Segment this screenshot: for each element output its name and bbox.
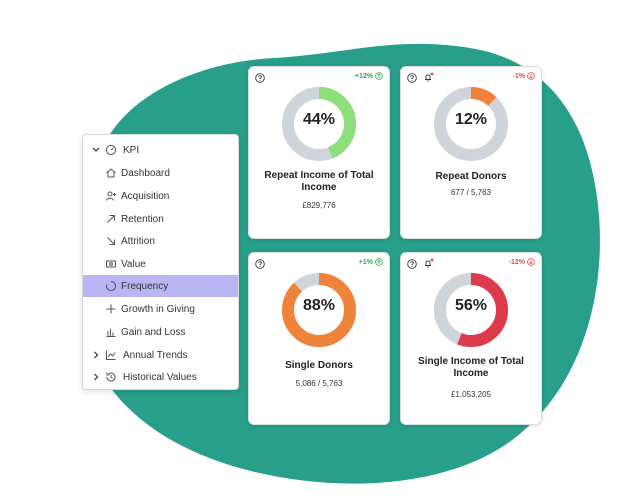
menu-item-growth-in-giving[interactable]: Growth in Giving (83, 298, 238, 320)
card-title: Repeat Income of Total Income (264, 170, 374, 193)
menu-item-retention[interactable]: Retention (83, 208, 238, 230)
line-chart-icon (106, 350, 116, 360)
kpi-navigation-menu: KPI Dashboard Acquisition Retention Attr… (82, 134, 239, 390)
menu-item-label: Frequency (121, 280, 169, 292)
user-add-icon (106, 191, 116, 201)
card-subtitle: £829,776 (302, 201, 336, 210)
menu-item-dashboard[interactable]: Dashboard (83, 162, 238, 184)
bell-alert-icon[interactable] (423, 71, 435, 83)
change-badge: -1% (512, 73, 525, 80)
menu-group-annual-trends[interactable]: Annual Trends (83, 344, 238, 366)
plus-icon (106, 304, 116, 314)
chevron-right-icon[interactable] (91, 371, 101, 383)
change-badge: +1% (358, 259, 373, 266)
menu-group-label: Historical Values (123, 371, 197, 383)
menu-item-label: Gain and Loss (121, 326, 186, 338)
menu-group-label: Annual Trends (123, 349, 188, 361)
arrow-down-circle-icon (527, 72, 535, 80)
gauge-icon (105, 144, 117, 156)
help-icon[interactable] (255, 259, 265, 269)
menu-item-gain-and-loss[interactable]: Gain and Loss (83, 321, 238, 343)
menu-item-label: Retention (121, 213, 164, 225)
change-badge: +12% (354, 73, 373, 80)
kpi-card-repeat-income: +12% 44% Repeat Income of Total Income £… (248, 66, 390, 239)
donut-chart (282, 87, 356, 161)
donut-value-arc (434, 87, 508, 161)
change-badge: -12% (508, 259, 525, 266)
kpi-card-repeat-donors: -1% 12% Repeat Donors 677 / 5,763 (400, 66, 542, 239)
loading-circle-icon (106, 280, 117, 291)
card-subtitle: 677 / 5,763 (450, 188, 492, 197)
arrow-down-right-icon (107, 237, 115, 245)
percent-value: 44% (302, 111, 336, 128)
donut-value-arc (282, 273, 356, 347)
card-title: Single Donors (285, 360, 353, 371)
bell-alert-icon[interactable] (423, 257, 435, 269)
donut-chart (434, 273, 508, 347)
card-subtitle: 5,086 / 5,763 (295, 379, 343, 388)
percent-value: 12% (454, 111, 488, 128)
arrow-down-circle-icon (527, 258, 535, 266)
arrow-up-circle-icon (375, 258, 383, 266)
home-icon (106, 168, 116, 178)
help-icon[interactable] (255, 73, 265, 83)
menu-item-value[interactable]: Value (83, 253, 238, 275)
chevron-down-icon[interactable] (91, 144, 101, 156)
card-title: Repeat Donors (435, 171, 507, 182)
menu-item-label: Growth in Giving (121, 303, 195, 315)
banknote-icon (106, 260, 116, 268)
arrow-up-circle-icon (375, 72, 383, 80)
menu-root-kpi[interactable]: KPI (83, 139, 238, 161)
menu-item-label: Value (121, 258, 146, 270)
card-title: Single Income of Total Income (418, 356, 524, 379)
kpi-card-single-income: -12% 56% Single Income of Total Income £… (400, 252, 542, 425)
donut-value-arc (282, 87, 356, 161)
menu-item-label: Dashboard (121, 167, 170, 179)
help-icon[interactable] (407, 259, 417, 269)
bar-chart-icon (106, 329, 116, 337)
donut-chart (434, 87, 508, 161)
menu-item-label: Attrition (121, 235, 155, 247)
help-icon[interactable] (407, 73, 417, 83)
percent-value: 56% (454, 297, 488, 314)
history-icon (106, 372, 116, 382)
chevron-right-icon[interactable] (91, 349, 101, 361)
menu-item-label: Acquisition (121, 190, 170, 202)
menu-item-frequency[interactable]: Frequency (83, 275, 238, 297)
card-subtitle: £1,053,205 (450, 390, 492, 399)
menu-group-historical-values[interactable]: Historical Values (83, 366, 238, 388)
donut-value-arc (434, 273, 508, 347)
menu-item-attrition[interactable]: Attrition (83, 230, 238, 252)
arrow-up-right-icon (107, 215, 115, 223)
kpi-card-single-donors: +1% 88% Single Donors 5,086 / 5,763 (248, 252, 390, 425)
menu-item-acquisition[interactable]: Acquisition (83, 185, 238, 207)
menu-root-label: KPI (123, 144, 140, 156)
donut-chart (282, 273, 356, 347)
percent-value: 88% (302, 297, 336, 314)
